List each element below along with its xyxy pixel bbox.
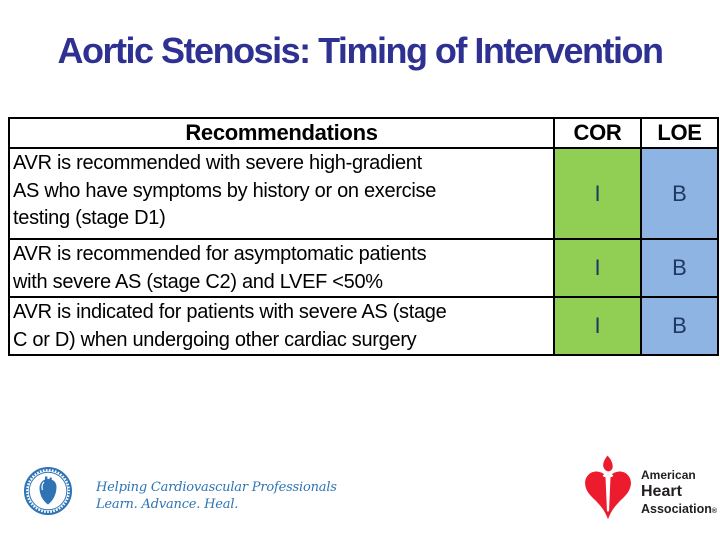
loe-value: B (640, 296, 719, 356)
recommendation-text: AVR is recommended for asymptomatic pati… (8, 238, 555, 298)
acc-tagline-line1: Helping Cardiovascular Professionals (96, 480, 337, 495)
acc-tagline: Helping Cardiovascular Professionals Lea… (96, 479, 337, 513)
recommendation-text: AVR is recommended with severe high-grad… (8, 147, 555, 240)
cor-value: I (553, 296, 642, 356)
aha-wordmark-line3: Association® (641, 503, 717, 516)
cor-value: I (553, 147, 642, 240)
loe-value: B (640, 238, 719, 298)
aha-wordmark: American Heart Association® (641, 469, 717, 516)
aha-association-text: Association (641, 501, 712, 516)
column-header-recommendations: Recommendations (8, 117, 555, 149)
page-title: Aortic Stenosis: Timing of Intervention (57, 30, 664, 71)
registered-trademark-symbol: ® (711, 507, 718, 515)
acc-tagline-line2: Learn. Advance. Heal. (96, 497, 239, 512)
aha-wordmark-line1: American (641, 467, 696, 482)
recommendations-table: Recommendations COR LOE AVR is recommend… (8, 117, 719, 356)
cor-value: I (553, 238, 642, 298)
table-row: AVR is recommended for asymptomatic pati… (8, 238, 719, 298)
acc-seal-icon (24, 467, 72, 515)
table-header-row: Recommendations COR LOE (8, 117, 719, 149)
table-row: AVR is recommended with severe high-grad… (8, 147, 719, 240)
column-header-loe: LOE (640, 117, 719, 149)
aha-wordmark-line2: Heart (641, 482, 682, 500)
recommendation-text: AVR is indicated for patients with sever… (8, 296, 555, 356)
column-header-cor: COR (553, 117, 642, 149)
aha-heart-torch-icon (585, 455, 631, 520)
acc-seal-logo (23, 466, 73, 516)
aha-logo: American Heart Association® (583, 452, 717, 532)
loe-value: B (640, 147, 719, 240)
table-row: AVR is indicated for patients with sever… (8, 296, 719, 356)
